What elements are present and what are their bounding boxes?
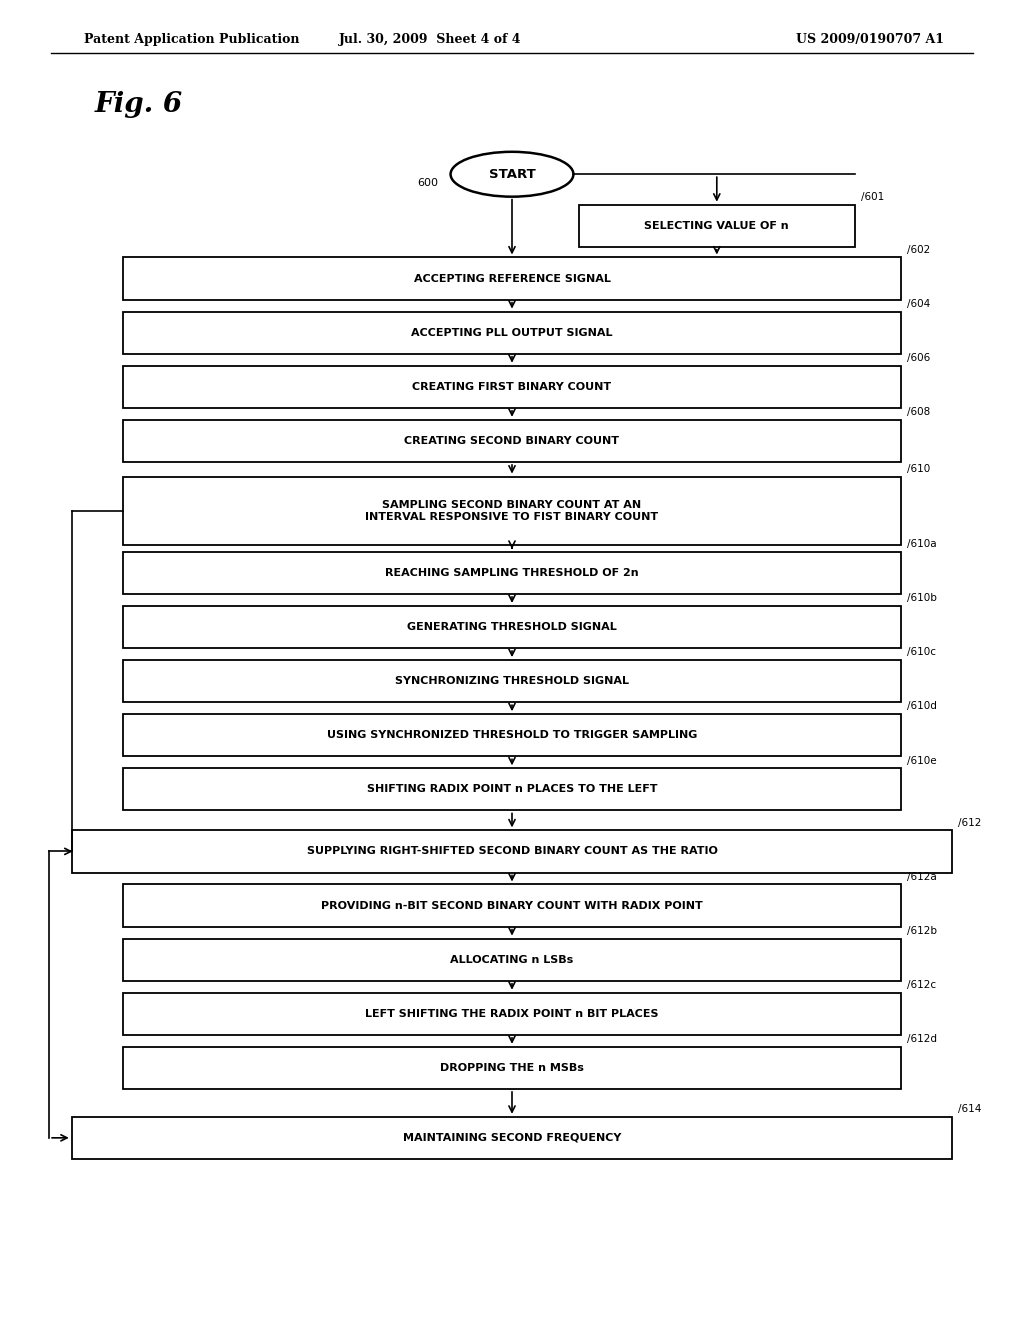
Text: /614: /614 [958, 1104, 982, 1114]
Text: SHIFTING RADIX POINT n PLACES TO THE LEFT: SHIFTING RADIX POINT n PLACES TO THE LEF… [367, 784, 657, 795]
Text: CREATING SECOND BINARY COUNT: CREATING SECOND BINARY COUNT [404, 436, 620, 446]
Text: ACCEPTING REFERENCE SIGNAL: ACCEPTING REFERENCE SIGNAL [414, 273, 610, 284]
Text: Patent Application Publication: Patent Application Publication [84, 33, 299, 46]
Text: /612d: /612d [907, 1034, 937, 1044]
Text: /610: /610 [907, 463, 931, 474]
Text: Fig. 6: Fig. 6 [94, 91, 182, 117]
Text: ACCEPTING PLL OUTPUT SIGNAL: ACCEPTING PLL OUTPUT SIGNAL [412, 327, 612, 338]
Text: /608: /608 [907, 407, 931, 417]
Text: DROPPING THE n MSBs: DROPPING THE n MSBs [440, 1063, 584, 1073]
Text: /601: /601 [861, 191, 885, 202]
Text: US 2009/0190707 A1: US 2009/0190707 A1 [797, 33, 944, 46]
Text: CREATING FIRST BINARY COUNT: CREATING FIRST BINARY COUNT [413, 381, 611, 392]
Text: /610d: /610d [907, 701, 937, 711]
Text: /610e: /610e [907, 755, 937, 766]
Text: /612: /612 [958, 817, 982, 828]
Text: SUPPLYING RIGHT-SHIFTED SECOND BINARY COUNT AS THE RATIO: SUPPLYING RIGHT-SHIFTED SECOND BINARY CO… [306, 846, 718, 857]
Text: PROVIDING n-BIT SECOND BINARY COUNT WITH RADIX POINT: PROVIDING n-BIT SECOND BINARY COUNT WITH… [322, 900, 702, 911]
Text: /606: /606 [907, 352, 931, 363]
Text: /610b: /610b [907, 593, 937, 603]
Text: 600: 600 [417, 178, 438, 189]
Text: /604: /604 [907, 298, 931, 309]
Text: REACHING SAMPLING THRESHOLD OF 2n: REACHING SAMPLING THRESHOLD OF 2n [385, 568, 639, 578]
Text: /612c: /612c [907, 979, 936, 990]
Text: /610c: /610c [907, 647, 936, 657]
Text: /612a: /612a [907, 871, 937, 882]
Text: Jul. 30, 2009  Sheet 4 of 4: Jul. 30, 2009 Sheet 4 of 4 [339, 33, 521, 46]
Text: START: START [488, 168, 536, 181]
Text: GENERATING THRESHOLD SIGNAL: GENERATING THRESHOLD SIGNAL [408, 622, 616, 632]
Text: USING SYNCHRONIZED THRESHOLD TO TRIGGER SAMPLING: USING SYNCHRONIZED THRESHOLD TO TRIGGER … [327, 730, 697, 741]
Text: SYNCHRONIZING THRESHOLD SIGNAL: SYNCHRONIZING THRESHOLD SIGNAL [395, 676, 629, 686]
Text: SAMPLING SECOND BINARY COUNT AT AN
INTERVAL RESPONSIVE TO FIST BINARY COUNT: SAMPLING SECOND BINARY COUNT AT AN INTER… [366, 500, 658, 521]
Text: /612b: /612b [907, 925, 937, 936]
Text: ALLOCATING n LSBs: ALLOCATING n LSBs [451, 954, 573, 965]
Text: LEFT SHIFTING THE RADIX POINT n BIT PLACES: LEFT SHIFTING THE RADIX POINT n BIT PLAC… [366, 1008, 658, 1019]
Text: SELECTING VALUE OF n: SELECTING VALUE OF n [644, 220, 790, 231]
Text: /602: /602 [907, 244, 931, 255]
Text: MAINTAINING SECOND FREQUENCY: MAINTAINING SECOND FREQUENCY [402, 1133, 622, 1143]
Text: /610a: /610a [907, 539, 937, 549]
